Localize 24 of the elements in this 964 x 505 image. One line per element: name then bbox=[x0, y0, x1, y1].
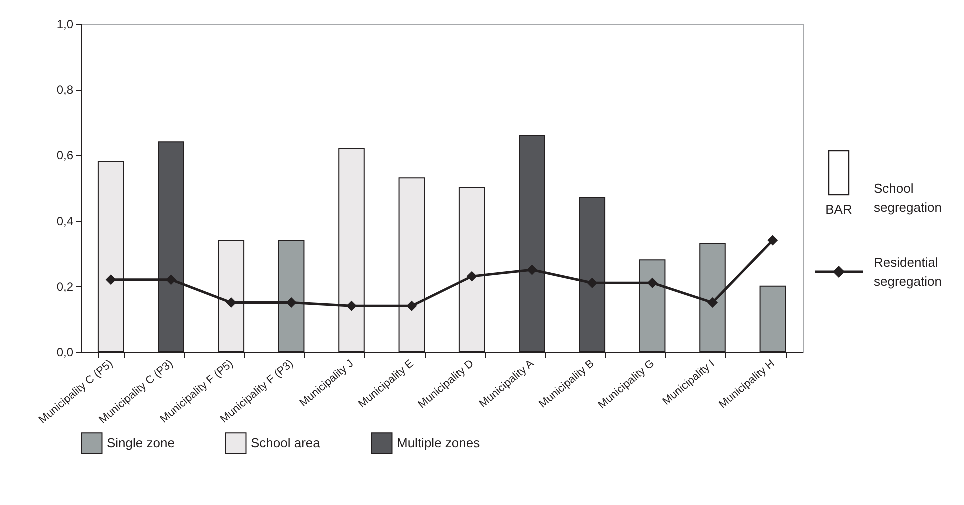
point bbox=[346, 300, 357, 312]
y-tick-label: 0,2 bbox=[56, 280, 74, 294]
point bbox=[406, 300, 418, 312]
point bbox=[527, 264, 538, 276]
y-tick-label: 0,4 bbox=[56, 214, 74, 228]
point bbox=[286, 298, 297, 308]
y-tick-label: 1,0 bbox=[56, 18, 74, 32]
point bbox=[708, 298, 718, 308]
point bbox=[768, 235, 778, 246]
text: School segregation bbox=[874, 180, 943, 216]
point bbox=[166, 274, 176, 286]
legend-label: School area bbox=[251, 435, 322, 450]
point bbox=[226, 298, 237, 308]
legend-label: Residential segregation bbox=[874, 254, 943, 291]
y-tick-label: 0,8 bbox=[56, 83, 74, 98]
legend-label: Single zone bbox=[107, 435, 175, 450]
y-tick-label: 0,6 bbox=[56, 148, 74, 163]
point bbox=[647, 278, 658, 288]
text: BAR bbox=[826, 202, 852, 217]
point bbox=[106, 274, 116, 286]
point bbox=[466, 271, 478, 282]
point bbox=[587, 278, 598, 288]
y-tick-label: 0,0 bbox=[56, 346, 74, 360]
legend-label: Multiple zones bbox=[397, 435, 481, 450]
